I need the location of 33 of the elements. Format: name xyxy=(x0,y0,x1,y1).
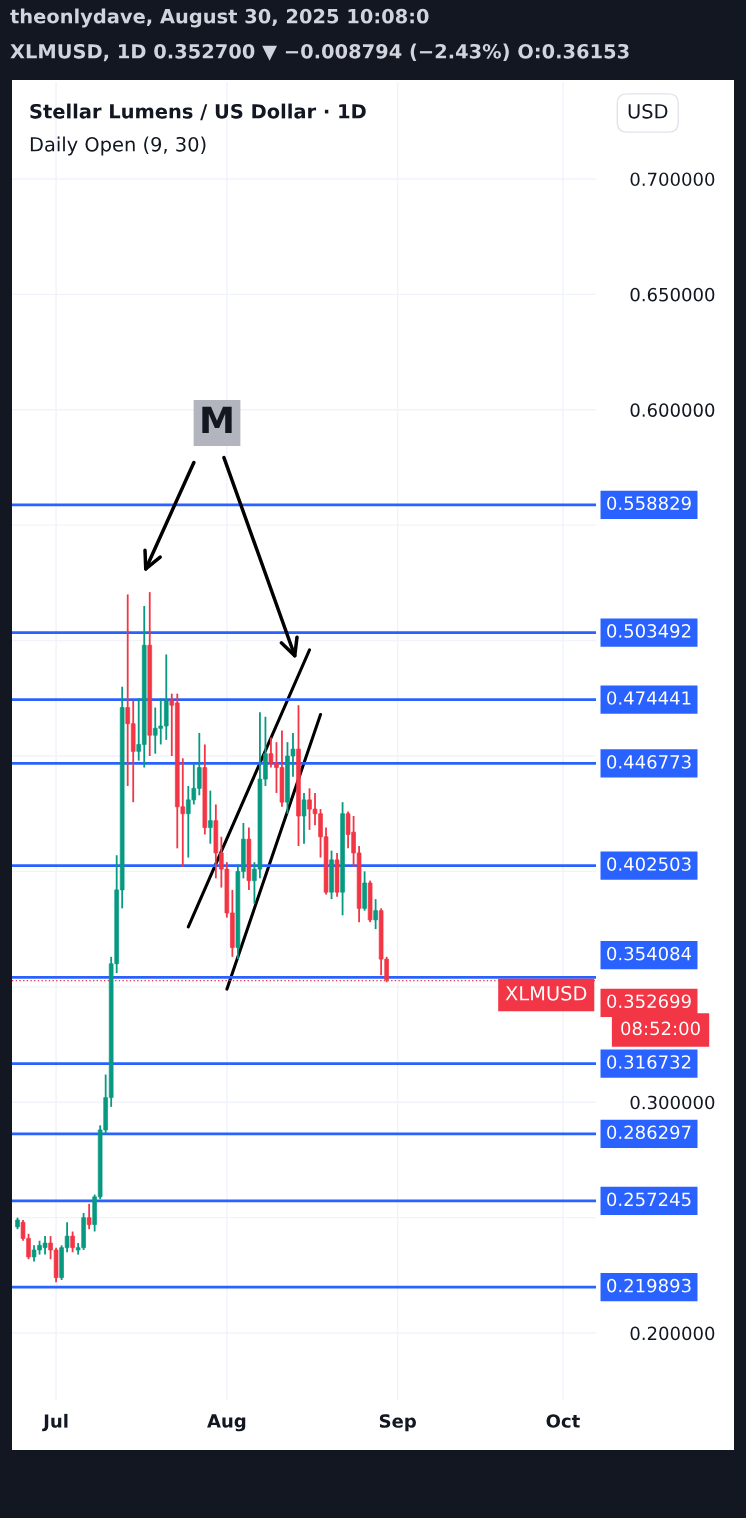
y-tick-label: 0.700000 xyxy=(630,172,715,187)
ref-line-label: 0.219893 xyxy=(607,1278,691,1293)
candlestick xyxy=(86,1202,92,1231)
x-tick-label: Jul xyxy=(42,1413,68,1432)
x-tick-label: Sep xyxy=(379,1414,416,1432)
ref-line-label: 0.558829 xyxy=(607,496,691,511)
annotation: XLMUSD xyxy=(505,985,587,1001)
candlestick xyxy=(70,1230,75,1254)
annotation: M xyxy=(202,406,232,433)
x-tick-label: Oct xyxy=(546,1414,580,1428)
text: theonlydave, August 30, 2025 10:08:0 xyxy=(10,8,429,28)
y-tick-label: 0.200000 xyxy=(630,1326,715,1341)
y-tick-label: 0.650000 xyxy=(630,287,715,302)
y-tick-label: 0.600000 xyxy=(630,403,715,417)
ref-line-label: 0.503492 xyxy=(607,624,691,638)
candlestick xyxy=(301,792,307,845)
x-tick-label: Aug xyxy=(207,1414,246,1432)
ref-line-label: 0.474441 xyxy=(607,691,691,705)
text: Stellar Lumens / US Dollar · 1D xyxy=(30,103,366,121)
text: 08:52:00 xyxy=(621,1021,700,1036)
ref-line-label: 0.286297 xyxy=(607,1125,691,1140)
y-tick-label: 0.300000 xyxy=(630,1095,715,1110)
text: XLMUSD, 1D 0.352700 ▼ −0.008794 (−2.43%) O:0.36153 xyxy=(10,43,629,62)
ref-line-label: 0.257245 xyxy=(607,1192,691,1207)
candlestick xyxy=(373,898,378,931)
ref-line-label: 0.316732 xyxy=(607,1055,691,1069)
text: Daily Open (9, 30) xyxy=(30,136,206,156)
ref-line-label: 0.402503 xyxy=(607,857,691,871)
ref-line-label: 0.354084 xyxy=(607,946,692,961)
ref-line-label: 0.446773 xyxy=(607,755,691,769)
candlestick xyxy=(208,789,213,845)
text: USD xyxy=(628,103,668,119)
ref-line-label: 0.352699 xyxy=(607,994,691,1009)
